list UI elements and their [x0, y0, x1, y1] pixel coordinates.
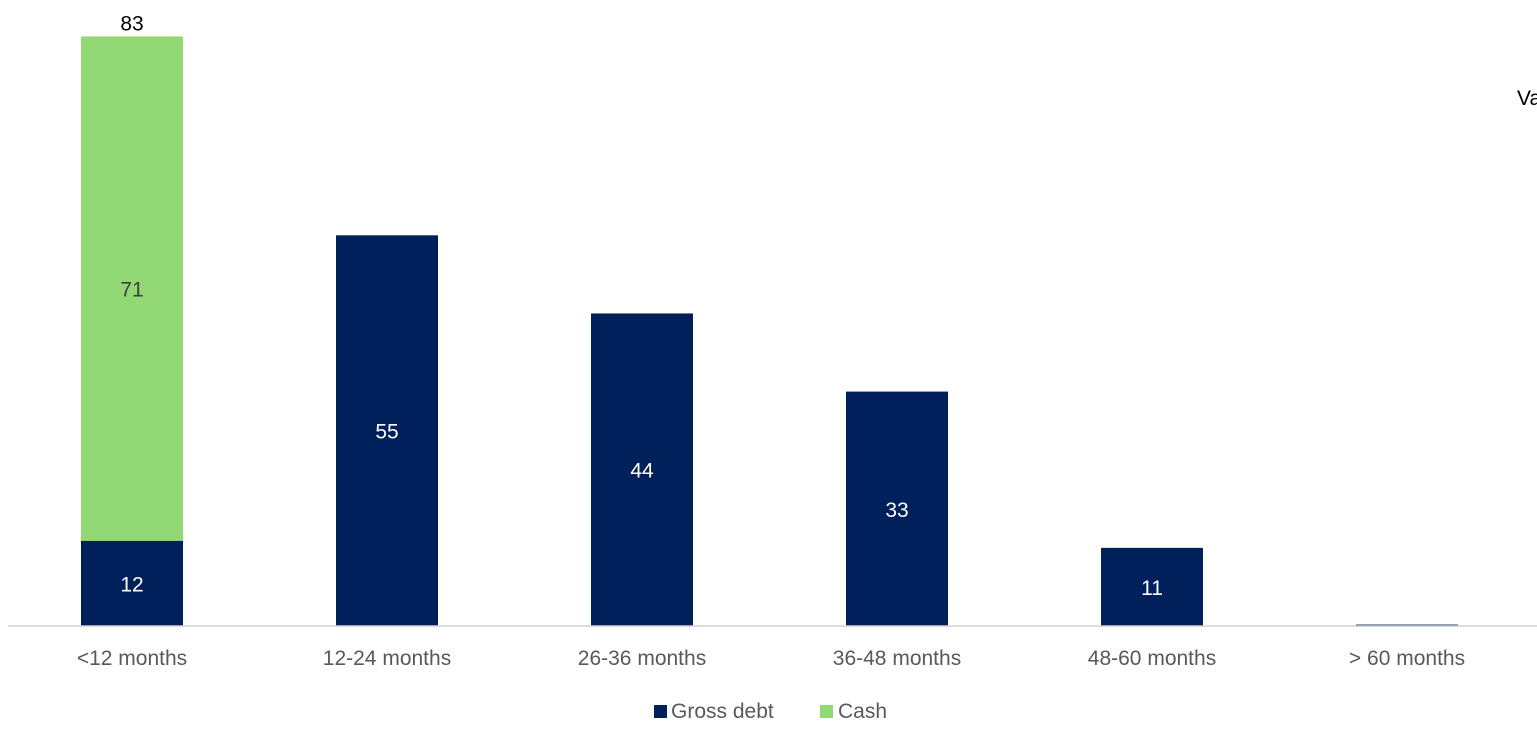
- legend-label-gross-debt: Gross debt: [671, 700, 774, 723]
- bar-gross-debt-36-48-months: [846, 391, 948, 626]
- x-tick-label-48-60-months: 48-60 months: [1088, 647, 1216, 670]
- data-label-gross-debt-12-months: 12: [120, 573, 143, 596]
- clipped-text-fragment: Va: [1517, 87, 1537, 110]
- bar-gross-debt-12-months: [81, 540, 183, 626]
- data-label-cash-12-months: 71: [120, 279, 143, 302]
- x-axis-tick-labels: <12 months 12-24 months 26-36 months 36-48 …: [77, 647, 1465, 670]
- data-label-gross-debt-26-36-months: 44: [630, 460, 654, 483]
- data-labels-layer: 12 71 83 55 44 33 11: [120, 12, 1163, 600]
- x-tick-label-36-48-months: 36-48 months: [833, 647, 961, 670]
- data-label-gross-debt-48-60-months: 11: [1141, 577, 1163, 600]
- bar-cash-12-months: [81, 36, 183, 541]
- legend-swatch-cash: [820, 705, 833, 718]
- total-label-12-months: 83: [120, 12, 143, 35]
- bars-layer: [81, 36, 1458, 627]
- data-label-gross-debt-12-24-months: 55: [375, 421, 398, 444]
- legend-swatch-gross-debt: [654, 705, 667, 718]
- x-tick-label-26-36-months: 26-36 months: [578, 647, 706, 670]
- x-tick-label-12-months: <12 months: [77, 647, 187, 670]
- legend-label-cash: Cash: [838, 700, 887, 723]
- data-label-gross-debt-36-48-months: 33: [885, 499, 908, 522]
- bar-gross-debt-26-36-months: [591, 313, 693, 626]
- bar-gross-debt-12-24-months: [336, 235, 438, 626]
- x-tick-label-12-24-months: 12-24 months: [323, 647, 451, 670]
- legend: Gross debt Cash: [654, 700, 887, 723]
- bar-gross-debt-48-60-months: [1101, 547, 1203, 626]
- x-tick-label-60-months: > 60 months: [1349, 647, 1465, 670]
